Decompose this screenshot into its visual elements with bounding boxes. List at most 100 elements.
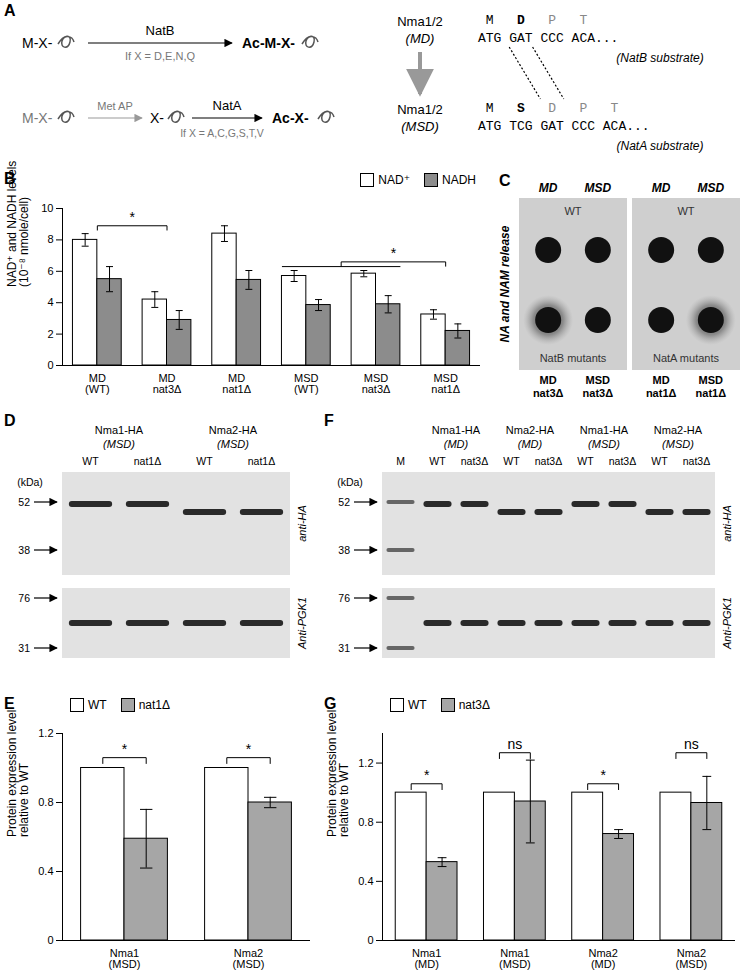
svg-text:WT: WT: [651, 455, 668, 467]
svg-text:WT: WT: [82, 455, 99, 467]
svg-text:MD(WT): MD(WT): [85, 372, 109, 395]
svg-text:NA and NAM release: NA and NAM release: [498, 225, 512, 342]
svg-text:X-: X-: [150, 110, 164, 126]
svg-text:Nma1/2: Nma1/2: [397, 102, 443, 117]
svg-text:MSDnat1Δ: MSDnat1Δ: [431, 372, 460, 395]
svg-text:76: 76: [18, 592, 30, 604]
svg-text:76: 76: [338, 592, 350, 604]
svg-text:Nma1-HA: Nma1-HA: [95, 424, 144, 436]
svg-text:6: 6: [47, 265, 53, 277]
svg-text:0: 0: [47, 934, 53, 946]
svg-text:WT: WT: [564, 205, 581, 217]
svg-text:0.8: 0.8: [38, 796, 53, 808]
svg-text:WT: WT: [677, 205, 694, 217]
svg-text:Ac-X-: Ac-X-: [272, 110, 309, 126]
svg-text:(kDa): (kDa): [17, 476, 43, 488]
svg-text:Nma2-HA: Nma2-HA: [209, 424, 258, 436]
svg-text:MDnat1Δ: MDnat1Δ: [646, 374, 677, 399]
svg-text:ATG TCG GAT CCC ACA...: ATG TCG GAT CCC ACA...: [478, 119, 650, 134]
svg-text:Nma2-HA: Nma2-HA: [654, 424, 703, 436]
svg-text:MDnat3Δ: MDnat3Δ: [533, 374, 564, 399]
svg-text:Met AP: Met AP: [97, 100, 132, 112]
svg-text:nat3Δ: nat3Δ: [683, 455, 710, 467]
svg-text:MSD: MSD: [585, 181, 612, 195]
svg-text:S: S: [517, 101, 525, 116]
svg-text:Nma1(MSD): Nma1(MSD): [109, 947, 141, 970]
svg-text:*: *: [122, 741, 128, 757]
svg-text:ns: ns: [507, 736, 522, 752]
svg-text:31: 31: [338, 642, 350, 654]
svg-text:M-X-: M-X-: [22, 110, 53, 126]
svg-text:*: *: [600, 767, 606, 783]
svg-text:MSDnat3Δ: MSDnat3Δ: [362, 372, 391, 395]
svg-text:2: 2: [47, 328, 53, 340]
svg-text:Nma2-HA: Nma2-HA: [506, 424, 555, 436]
svg-text:If X = A,C,G,S,T,V: If X = A,C,G,S,T,V: [180, 127, 264, 139]
svg-text:Nma1/2: Nma1/2: [397, 14, 443, 29]
svg-text:M: M: [486, 101, 494, 116]
svg-text:Protein expression levelrelati: Protein expression levelrelative to WT: [5, 710, 31, 837]
svg-text:Ac-M-X-: Ac-M-X-: [242, 35, 295, 51]
svg-text:(MSD): (MSD): [217, 438, 249, 450]
svg-text:4: 4: [47, 296, 53, 308]
svg-text:Nma1-HA: Nma1-HA: [432, 424, 481, 436]
svg-text:Anti-PGK1: Anti-PGK1: [296, 597, 308, 650]
svg-text:anti-HA: anti-HA: [721, 505, 733, 542]
svg-text:(NatA substrate): (NatA substrate): [617, 139, 704, 153]
svg-text:NAD⁺ and NADH levels(10⁻⁸ nmol: NAD⁺ and NADH levels(10⁻⁸ nmole/cell): [5, 161, 31, 287]
svg-text:(NatB substrate): (NatB substrate): [616, 51, 703, 65]
svg-text:MSDnat1Δ: MSDnat1Δ: [696, 374, 727, 399]
svg-text:C: C: [499, 172, 511, 189]
svg-text:NatB: NatB: [146, 23, 175, 38]
svg-text:MSD(WT): MSD(WT): [294, 372, 319, 395]
svg-text:Nma2(MSD): Nma2(MSD): [675, 947, 707, 970]
svg-text:Nma2(MSD): Nma2(MSD): [233, 947, 265, 970]
svg-text:T: T: [579, 13, 587, 28]
svg-text:0: 0: [47, 359, 53, 371]
svg-text:M: M: [396, 455, 405, 467]
svg-text:0.8: 0.8: [358, 816, 373, 828]
svg-text:(MSD): (MSD): [588, 438, 620, 450]
svg-text:P: P: [579, 101, 587, 116]
svg-text:52: 52: [338, 496, 350, 508]
svg-text:(MD): (MD): [444, 438, 469, 450]
svg-text:NatB mutants: NatB mutants: [540, 352, 607, 364]
svg-text:(MD): (MD): [406, 31, 435, 46]
svg-text:WT: WT: [196, 455, 213, 467]
svg-text:NatA: NatA: [213, 98, 242, 113]
svg-text:Nma1(MSD): Nma1(MSD): [499, 947, 531, 970]
svg-text:nat1Δ: nat1Δ: [134, 455, 161, 467]
svg-text:nat1Δ: nat1Δ: [248, 455, 275, 467]
svg-text:(MSD): (MSD): [103, 438, 135, 450]
svg-text:0: 0: [367, 934, 373, 946]
svg-text:F: F: [324, 412, 334, 429]
svg-text:Protein expression levelrelati: Protein expression levelrelative to WT: [325, 710, 351, 837]
svg-text:If X = D,E,N,Q: If X = D,E,N,Q: [125, 50, 195, 62]
svg-text:nat3Δ: nat3Δ: [461, 455, 488, 467]
svg-text:8: 8: [47, 233, 53, 245]
svg-text:nat3Δ: nat3Δ: [609, 455, 636, 467]
svg-text:1.2: 1.2: [358, 757, 373, 769]
svg-text:(MD): (MD): [518, 438, 543, 450]
svg-text:T: T: [611, 101, 619, 116]
svg-text:(MSD): (MSD): [662, 438, 694, 450]
svg-text:Nma2(MD): Nma2(MD): [588, 947, 617, 970]
svg-text:ATG GAT CCC ACA...: ATG GAT CCC ACA...: [478, 31, 618, 46]
svg-text:*: *: [424, 767, 430, 783]
svg-text:MSD: MSD: [698, 181, 725, 195]
svg-text:0.4: 0.4: [358, 875, 373, 887]
svg-text:38: 38: [18, 544, 30, 556]
svg-text:WT: WT: [429, 455, 446, 467]
svg-text:M: M: [486, 13, 494, 28]
svg-text:*: *: [246, 741, 252, 757]
svg-text:*: *: [391, 245, 397, 261]
svg-text:MD: MD: [652, 181, 671, 195]
svg-text:WT: WT: [503, 455, 520, 467]
svg-text:M-X-: M-X-: [22, 35, 53, 51]
svg-text:D: D: [548, 101, 556, 116]
svg-text:A: A: [4, 2, 16, 19]
svg-text:(kDa): (kDa): [337, 476, 363, 488]
svg-text:*: *: [129, 209, 135, 225]
svg-text:1.2: 1.2: [38, 727, 53, 739]
svg-text:Nma1(MD): Nma1(MD): [412, 947, 441, 970]
